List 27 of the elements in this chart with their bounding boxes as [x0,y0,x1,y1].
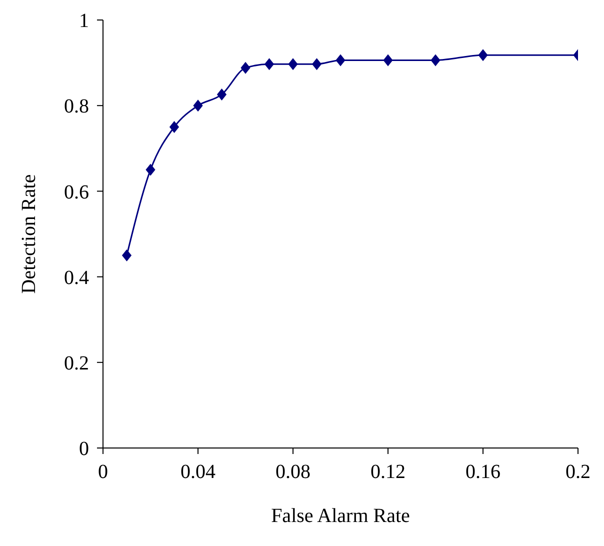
x-tick-label: 0.12 [370,461,406,484]
x-axis-title: False Alarm Rate [271,505,410,528]
y-tick-label: 1 [79,10,89,32]
x-tick-label: 0.16 [466,461,500,484]
x-tick-label: 0.08 [276,461,310,484]
y-tick-label: 0.8 [64,96,89,118]
point [193,100,203,112]
point [169,121,180,133]
point [216,88,227,100]
x-tick-label: 0 [98,461,108,484]
point [288,58,298,70]
point [336,54,346,66]
point [146,164,156,176]
x-tick-label: 0.2 [566,461,590,484]
point [240,62,250,74]
point [122,249,132,262]
y-tick-label: 0.2 [64,352,89,374]
x-tick-label: 0.04 [180,461,216,484]
point [312,58,322,70]
point [383,54,393,66]
point [478,49,488,62]
y-tick-label: 0.6 [64,181,89,204]
point [430,54,440,66]
y-tick-label: 0.4 [64,266,89,289]
y-tick-label: 0 [79,438,89,460]
point [264,58,274,70]
y-axis-title: Detection Rate [18,174,40,294]
